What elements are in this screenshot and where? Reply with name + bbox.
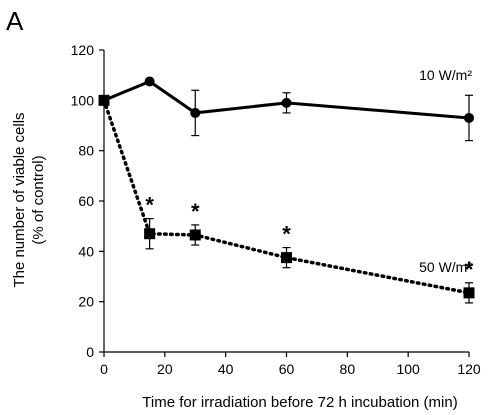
data-point — [98, 94, 110, 106]
data-point — [144, 228, 156, 240]
y-axis-label-line2: (% of control) — [30, 155, 47, 244]
x-tick-label: 60 — [279, 361, 295, 377]
x-tick-label: 20 — [157, 361, 173, 377]
x-axis-label: Time for irradiation before 72 h incubat… — [142, 394, 457, 411]
significance-marker: * — [191, 199, 200, 224]
x-tick-label: 40 — [218, 361, 234, 377]
y-tick-label: 100 — [71, 92, 95, 108]
data-point — [463, 287, 475, 299]
significance-marker: * — [145, 193, 154, 218]
y-tick-label: 20 — [78, 294, 94, 310]
y-tick-label: 120 — [71, 42, 95, 58]
data-point — [281, 97, 292, 108]
y-axis-label: The number of viable cells (% of control… — [11, 112, 47, 287]
series-1: 10 W/m² — [99, 67, 474, 142]
y-axis-label-line1: The number of viable cells — [11, 112, 28, 287]
x-tick-label: 0 — [100, 361, 108, 377]
panel-label: A — [6, 6, 24, 36]
data-point — [144, 76, 155, 87]
y-tick-label: 0 — [86, 344, 94, 360]
significance-marker: * — [465, 257, 474, 282]
y-tick-label: 80 — [78, 143, 94, 159]
y-tick-label: 60 — [78, 193, 94, 209]
axes: 0 20 40 60 80 100 120 0 20 40 60 80 100 120 — [71, 42, 481, 377]
data-point — [190, 107, 201, 118]
series-layer: 10 W/m²* ***50 W/m² — [98, 67, 475, 304]
series-label: 50 W/m² — [419, 259, 472, 275]
y-tick-label: 40 — [78, 243, 94, 259]
data-point — [464, 112, 474, 123]
data-point — [281, 252, 292, 264]
x-tick-label: 120 — [457, 361, 481, 377]
series-2: * ***50 W/m² — [98, 94, 475, 304]
data-point — [189, 229, 201, 241]
significance-marker: * — [282, 222, 291, 247]
x-tick-label: 100 — [396, 361, 420, 377]
x-tick-label: 80 — [340, 361, 356, 377]
series-label: 10 W/m² — [419, 67, 472, 83]
